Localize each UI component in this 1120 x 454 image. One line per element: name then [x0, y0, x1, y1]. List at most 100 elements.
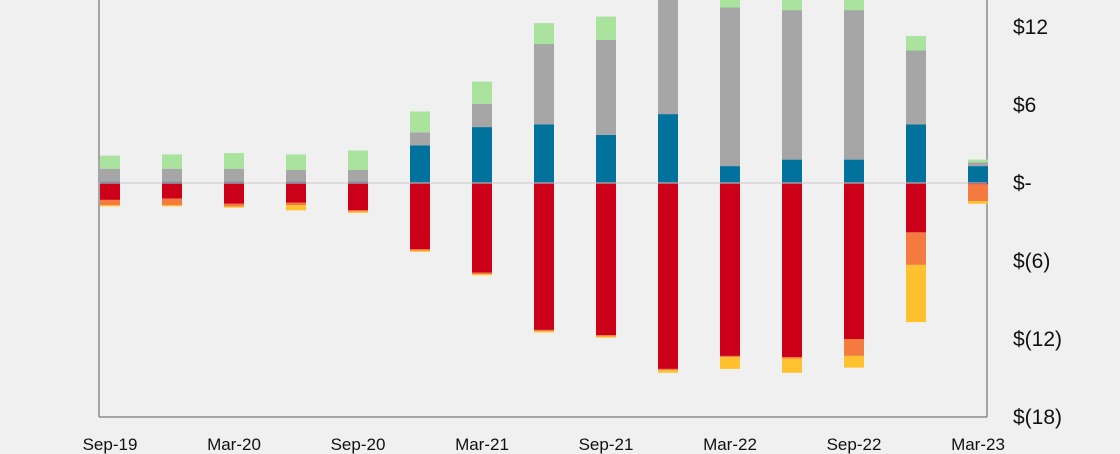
- bar-segment: [906, 124, 926, 183]
- bar-segment: [782, 0, 802, 11]
- x-axis-ticks: Sep-19 Mar-20 Sep-20 Mar-21 Sep-21 Mar-22 Sep-…: [83, 435, 1005, 454]
- bar-segment: [472, 274, 492, 276]
- y-tick-label: $(18): [1013, 406, 1062, 429]
- bar-segment: [906, 183, 926, 233]
- bar-segment: [906, 36, 926, 51]
- bar-segment: [658, 0, 678, 115]
- bar-segment: [224, 183, 244, 204]
- bar-segment: [534, 183, 554, 330]
- bar-segment: [596, 335, 616, 337]
- bar-segment: [534, 23, 554, 44]
- bar-segment: [596, 134, 616, 183]
- bar-segment: [968, 201, 988, 204]
- bar-segment: [162, 154, 182, 169]
- bar-segment: [534, 331, 554, 333]
- bar-segment: [162, 205, 182, 207]
- bar-segment: [286, 183, 306, 203]
- bar-segment: [844, 0, 864, 11]
- bar-segment: [100, 205, 120, 207]
- bar-segment: [348, 211, 368, 213]
- y-axis-ticks: $12 $6 $- $(6) $(12) $(18): [1013, 16, 1062, 429]
- bar-segment: [286, 154, 306, 170]
- bar-segment: [906, 50, 926, 125]
- bar-segment: [534, 124, 554, 183]
- bar-segment: [100, 155, 120, 169]
- bar-segment: [348, 183, 368, 211]
- bar-segment: [100, 181, 120, 183]
- bar-segment: [100, 168, 120, 182]
- bar-segment: [658, 114, 678, 183]
- bar-segment: [968, 159, 988, 163]
- bar-segment: [658, 183, 678, 369]
- bar-segment: [906, 232, 926, 265]
- bar-segment: [286, 205, 306, 211]
- bar-segment: [968, 183, 988, 185]
- bar-segment: [100, 199, 120, 206]
- bar-segment: [472, 81, 492, 104]
- x-tick-label: Sep-21: [579, 435, 634, 454]
- bar-segment: [286, 202, 306, 206]
- bar-segment: [224, 181, 244, 183]
- x-tick-label: Sep-22: [827, 435, 882, 454]
- y-tick-label: $12: [1013, 16, 1048, 39]
- bar-segment: [906, 264, 926, 323]
- y-tick-label: $-: [1013, 172, 1032, 195]
- x-tick-label: Mar-22: [703, 435, 757, 454]
- bar-series-group: [100, 0, 988, 373]
- bar-segment: [410, 132, 430, 146]
- bar-segment: [224, 206, 244, 208]
- y-tick-label: $(12): [1013, 328, 1062, 351]
- bar-segment: [782, 183, 802, 358]
- bar-segment: [720, 183, 740, 356]
- bar-segment: [720, 357, 740, 369]
- bar-segment: [472, 103, 492, 128]
- bar-segment: [782, 159, 802, 183]
- bar-segment: [410, 111, 430, 133]
- bar-segment: [844, 355, 864, 368]
- bar-segment: [286, 170, 306, 182]
- bar-segment: [596, 183, 616, 336]
- bar-segment: [224, 153, 244, 169]
- bar-segment: [534, 43, 554, 125]
- bar-segment: [844, 183, 864, 339]
- x-tick-label: Mar-23: [951, 435, 1005, 454]
- bar-segment: [410, 183, 430, 250]
- bar-segment: [596, 40, 616, 135]
- bar-segment: [162, 181, 182, 183]
- bar-segment: [782, 10, 802, 160]
- bar-segment: [658, 368, 678, 371]
- y-tick-label: $6: [1013, 94, 1036, 117]
- bar-segment: [286, 181, 306, 183]
- bar-segment: [348, 170, 368, 182]
- bar-segment: [472, 127, 492, 183]
- bar-segment: [534, 329, 554, 332]
- bar-segment: [224, 168, 244, 182]
- bar-segment: [162, 168, 182, 182]
- bar-segment: [844, 339, 864, 356]
- bar-segment: [782, 357, 802, 359]
- x-tick-label: Mar-21: [455, 435, 509, 454]
- bar-segment: [472, 272, 492, 274]
- bar-segment: [410, 250, 430, 252]
- bar-segment: [596, 336, 616, 338]
- y-tick-label: $(6): [1013, 250, 1050, 273]
- bar-segment: [720, 166, 740, 183]
- bar-segment: [658, 370, 678, 373]
- x-tick-label: Sep-20: [331, 435, 386, 454]
- bar-segment: [410, 145, 430, 183]
- x-tick-label: Mar-20: [207, 435, 261, 454]
- bar-segment: [348, 181, 368, 183]
- bar-segment: [410, 249, 430, 251]
- bar-segment: [596, 16, 616, 40]
- plot-area: [98, 0, 988, 418]
- bar-segment: [472, 183, 492, 273]
- bar-segment: [844, 159, 864, 183]
- bar-segment: [782, 358, 802, 373]
- bar-segment: [162, 198, 182, 206]
- bar-segment: [968, 166, 988, 183]
- bar-segment: [100, 183, 120, 200]
- bar-segment: [720, 0, 740, 8]
- bar-segment: [968, 162, 988, 167]
- bar-segment: [224, 203, 244, 207]
